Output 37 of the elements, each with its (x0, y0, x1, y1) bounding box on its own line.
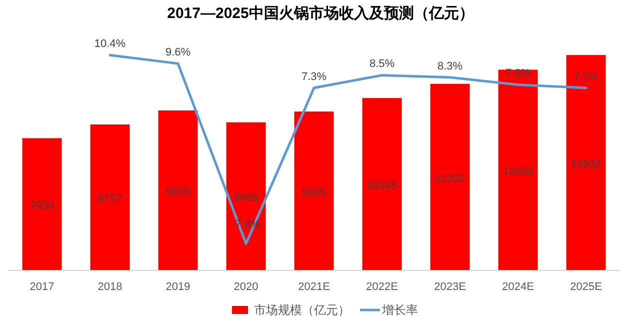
data-label: 8757 (98, 193, 122, 206)
x-tick-label: 2023E (434, 281, 466, 293)
bar (22, 138, 62, 270)
data-label: 8885 (234, 192, 258, 204)
data-label: 12052 (502, 166, 534, 178)
x-tick-label: 2024E (502, 281, 534, 293)
bar (498, 70, 538, 270)
data-label: 9535 (302, 186, 326, 199)
data-label: 9600 (166, 186, 190, 198)
x-tick-label: 2021E (298, 281, 330, 293)
data-label: 12932 (570, 158, 602, 171)
bar (430, 84, 470, 270)
data-label: 10345 (366, 180, 398, 192)
data-label: 7.3% (573, 70, 599, 83)
bar (90, 124, 130, 270)
x-tick-label: 2019 (166, 281, 190, 293)
legend-label: 市场规模（亿元） (254, 303, 350, 317)
bar (294, 112, 334, 270)
data-label: 7.6% (505, 68, 531, 80)
data-label: 8.5% (369, 58, 395, 70)
data-label: 7.3% (301, 70, 327, 83)
x-tick-label: 2022E (366, 281, 398, 293)
data-label: 9.6% (165, 46, 191, 59)
data-label: 8.3% (437, 60, 463, 72)
x-tick-label: 2020 (234, 281, 258, 293)
x-tick-label: 2017 (30, 281, 54, 293)
legend-label: 增长率 (381, 303, 418, 317)
bar (158, 110, 198, 270)
data-label: 10.4% (94, 38, 126, 50)
bar (566, 55, 606, 270)
data-label: 7930 (30, 200, 54, 212)
x-tick-label: 2018 (98, 281, 122, 293)
data-label: 11202 (435, 172, 465, 185)
x-tick-label: 2025E (570, 281, 602, 293)
bar (226, 122, 266, 270)
bar (362, 98, 402, 270)
chart-title: 2017—2025中国火锅市场收入及预测（亿元） (167, 4, 474, 22)
